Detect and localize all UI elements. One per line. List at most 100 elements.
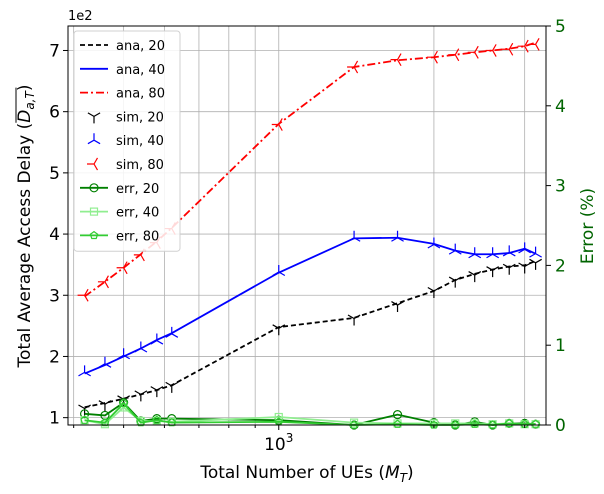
legend-label: ana, 80 — [116, 87, 165, 102]
legend-label: sim, 80 — [116, 158, 164, 173]
data-point — [119, 398, 128, 408]
data-point — [450, 420, 460, 429]
data-point — [391, 301, 404, 313]
data-point — [488, 420, 497, 429]
data-point — [78, 365, 91, 377]
data-point — [347, 60, 359, 74]
data-point — [100, 420, 110, 429]
legend-label: err, 40 — [116, 206, 159, 221]
data-point — [87, 157, 99, 171]
y-right-tick-label: 3 — [555, 177, 566, 197]
y-offset-text: 1e2 — [68, 9, 93, 24]
data-point — [272, 324, 286, 336]
y-right-tick-label: 1 — [555, 336, 566, 356]
series-sim-80 — [77, 37, 540, 302]
data-point — [529, 246, 542, 258]
data-point — [518, 262, 532, 274]
data-point — [502, 42, 514, 56]
data-point — [150, 386, 164, 398]
x-axis: 103 — [73, 425, 526, 455]
data-point — [167, 418, 177, 427]
y-right-tick-label: 5 — [555, 17, 566, 37]
data-point — [393, 419, 402, 428]
legend-entry: ana, 20 — [80, 39, 165, 54]
data-point — [274, 412, 283, 422]
legend: ana, 20 ana, 40 ana, 80 sim, 20 sim, 40 sim, … — [73, 30, 181, 252]
legend-entry: sim, 40 — [87, 133, 164, 149]
data-point — [485, 44, 497, 57]
data-point — [98, 356, 112, 368]
y-tick-label: 6 — [49, 103, 60, 123]
legend-label: err, 20 — [116, 182, 159, 197]
data-point — [150, 333, 164, 345]
data-point — [427, 237, 441, 249]
series-line — [84, 236, 536, 375]
y-tick-label: 2 — [49, 347, 60, 367]
y-axis-right: 0 1 2 3 4 5 — [546, 17, 566, 436]
data-point — [79, 409, 90, 419]
legend-entry: err, 40 — [80, 206, 159, 221]
data-point — [87, 112, 101, 124]
data-point — [391, 230, 404, 242]
series-err-80 — [80, 398, 540, 429]
legend-label: ana, 40 — [116, 63, 165, 78]
data-point — [427, 286, 441, 298]
series-line — [84, 41, 536, 298]
data-point — [392, 410, 403, 420]
legend-entry: err, 80 — [80, 229, 159, 244]
y-right-tick-label: 0 — [555, 416, 566, 436]
data-point — [134, 390, 148, 402]
data-point — [468, 247, 482, 259]
plot-frame — [67, 25, 547, 426]
data-point — [349, 420, 359, 429]
data-point — [80, 415, 89, 424]
series-line — [84, 260, 536, 409]
series-ana-80 — [84, 41, 536, 298]
data-point — [349, 418, 359, 427]
data-point — [89, 207, 99, 216]
data-point — [165, 326, 179, 338]
x-tick-label: 103 — [264, 431, 293, 455]
data-point — [517, 39, 529, 53]
y-right-tick-label: 2 — [555, 256, 566, 276]
data-point — [136, 418, 146, 427]
y-tick-label: 1 — [49, 409, 60, 429]
y-tick-label: 5 — [49, 164, 60, 184]
data-point — [468, 271, 482, 283]
data-point — [165, 381, 179, 393]
data-point — [448, 276, 462, 288]
data-point — [429, 420, 439, 429]
series-sim-20 — [78, 258, 542, 416]
legend-label: err, 80 — [116, 229, 159, 244]
data-point — [529, 258, 542, 270]
y-axis-right-label: Error (%) — [578, 188, 598, 264]
data-point — [100, 418, 110, 427]
data-point — [486, 247, 500, 259]
data-point — [116, 261, 128, 275]
legend-label: sim, 40 — [116, 134, 164, 149]
data-point — [390, 53, 402, 67]
data-point — [134, 341, 148, 353]
svg-text:Total Average Access Delay (Da: Total Average Access Delay (Da,T) — [15, 85, 37, 369]
y-axis-left: 1 2 3 4 5 6 7 — [49, 41, 68, 429]
data-point — [470, 419, 480, 428]
data-point — [89, 183, 99, 193]
legend-box — [73, 30, 181, 252]
data-point — [518, 242, 532, 254]
data-point — [87, 133, 101, 145]
y-axis-label: Total Average Access Delay (Da,T) — [15, 85, 37, 369]
data-point — [504, 418, 514, 428]
series-ana-40 — [84, 236, 536, 375]
y-tick-label: 3 — [49, 286, 60, 306]
data-point — [486, 266, 500, 278]
data-point — [271, 118, 283, 131]
data-point — [502, 245, 516, 257]
legend-label: ana, 20 — [116, 39, 165, 54]
series-sim-40 — [78, 230, 542, 377]
legend-entry: ana, 40 — [80, 63, 165, 78]
legend-entry: sim, 20 — [87, 110, 164, 125]
legend-entry: sim, 80 — [87, 157, 164, 173]
data-point — [502, 263, 516, 275]
y-tick-label: 7 — [49, 41, 60, 61]
data-point — [117, 348, 131, 360]
